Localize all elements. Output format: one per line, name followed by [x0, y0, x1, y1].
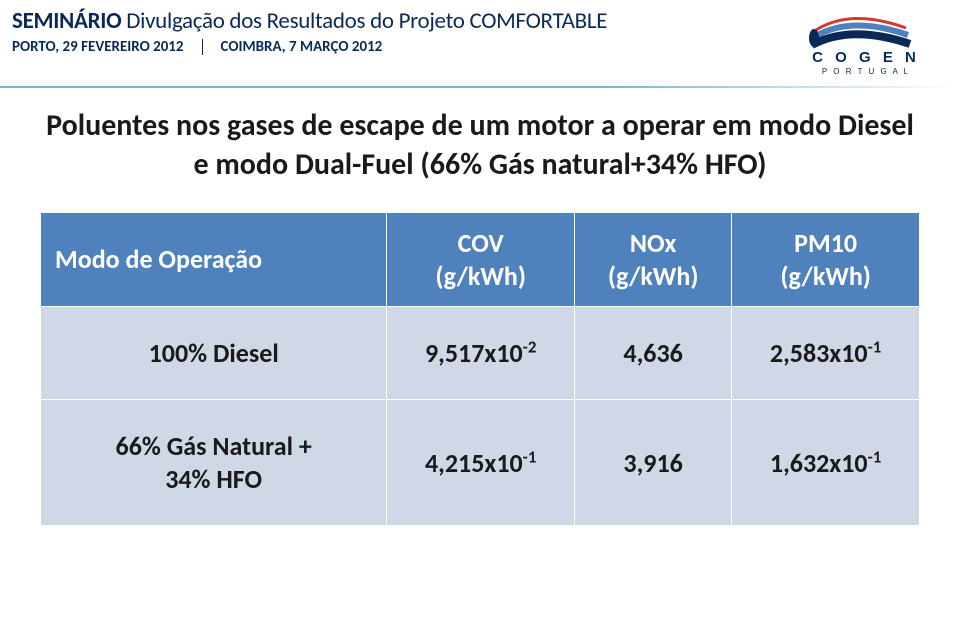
cell-cov: 4,215x10-1 — [387, 400, 575, 526]
seminar-lead: SEMINÁRIO — [12, 7, 121, 35]
table-header-row: Modo de Operação COV (g/kWh) NOx (g/kWh)… — [41, 213, 920, 307]
cogen-logo-svg: C O G E N P O R T U G A L — [796, 10, 936, 80]
cell-nox: 3,916 — [575, 400, 732, 526]
table-row: 66% Gás Natural + 34% HFO 4,215x10-1 3,9… — [41, 400, 920, 526]
header-text-block: SEMINÁRIO Divulgação dos Resultados do P… — [12, 8, 607, 56]
pm10-base: 1,632x10 — [770, 447, 868, 479]
col-cov-text: COV (g/kWh) — [435, 227, 526, 292]
slide-header: SEMINÁRIO Divulgação dos Resultados do P… — [0, 0, 960, 80]
slide-page: SEMINÁRIO Divulgação dos Resultados do P… — [0, 0, 960, 638]
col-pm10: PM10 (g/kWh) — [732, 213, 920, 307]
cell-mode: 100% Diesel — [41, 307, 387, 400]
pm10-exp: -1 — [868, 336, 882, 357]
slide-content: Poluentes nos gases de escape de um moto… — [0, 88, 960, 526]
seminar-title: SEMINÁRIO Divulgação dos Resultados do P… — [12, 8, 607, 36]
col-mode: Modo de Operação — [41, 213, 387, 307]
pm10-exp: -1 — [868, 446, 882, 467]
emissions-table: Modo de Operação COV (g/kWh) NOx (g/kWh)… — [40, 212, 920, 526]
logo-brand-line2: P O R T U G A L — [822, 67, 910, 76]
cell-cov: 9,517x10-2 — [387, 307, 575, 400]
cell-pm10: 2,583x10-1 — [732, 307, 920, 400]
pm10-base: 2,583x10 — [770, 337, 868, 369]
date-separator — [202, 39, 203, 55]
date-porto: PORTO, 29 FEVEREIRO 2012 — [12, 38, 184, 56]
cov-exp: -1 — [523, 446, 537, 467]
table-row: 100% Diesel 9,517x10-2 4,636 2,583x10-1 — [41, 307, 920, 400]
cogen-logo: C O G E N P O R T U G A L — [796, 10, 936, 80]
col-pm10-text: PM10 (g/kWh) — [780, 227, 871, 292]
logo-brand-line1: C O G E N — [812, 49, 920, 66]
date-coimbra: COIMBRA, 7 MARÇO 2012 — [221, 38, 383, 56]
seminar-rest: Divulgação dos Resultados do Projeto COM… — [121, 7, 607, 35]
col-nox: NOx (g/kWh) — [575, 213, 732, 307]
header-dates: PORTO, 29 FEVEREIRO 2012 COIMBRA, 7 MARÇ… — [12, 38, 607, 56]
cov-base: 4,215x10 — [425, 447, 523, 479]
col-cov: COV (g/kWh) — [387, 213, 575, 307]
logo-dot — [809, 29, 819, 47]
cell-mode: 66% Gás Natural + 34% HFO — [41, 400, 387, 526]
table-header: Modo de Operação COV (g/kWh) NOx (g/kWh)… — [41, 213, 920, 307]
col-nox-text: NOx (g/kWh) — [608, 227, 699, 292]
table-body: 100% Diesel 9,517x10-2 4,636 2,583x10-1 … — [41, 307, 920, 526]
logo-wave-dark — [812, 34, 910, 45]
cell-pm10: 1,632x10-1 — [732, 400, 920, 526]
cov-base: 9,517x10 — [425, 337, 523, 369]
cell-nox: 4,636 — [575, 307, 732, 400]
cov-exp: -2 — [523, 336, 537, 357]
mode-label: 66% Gás Natural + 34% HFO — [104, 430, 324, 495]
slide-title: Poluentes nos gases de escape de um moto… — [40, 106, 920, 184]
